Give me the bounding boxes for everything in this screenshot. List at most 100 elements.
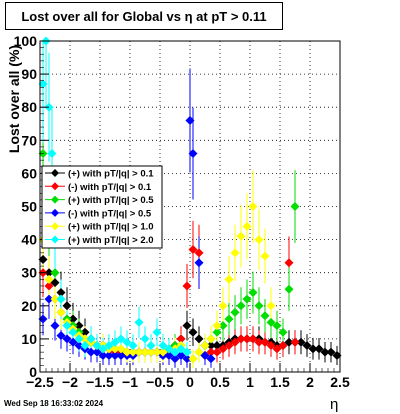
data-point: [236, 334, 246, 344]
data-point: [110, 344, 120, 354]
data-point: [212, 347, 222, 357]
y-axis-label: Lost over all (%): [6, 44, 22, 154]
data-point: [302, 341, 312, 351]
legend-label: (+) with pT/|q| > 1.0: [68, 222, 154, 233]
data-point: [230, 248, 240, 258]
legend-marker: [51, 235, 59, 244]
data-point: [116, 350, 126, 360]
legend-marker: [51, 195, 59, 204]
y-tick-label: 20: [21, 298, 37, 314]
data-point: [236, 301, 246, 311]
data-point: [56, 307, 66, 317]
data-point: [314, 344, 324, 354]
data-point: [218, 321, 228, 331]
data-point: [92, 347, 102, 357]
data-point: [290, 337, 300, 347]
data-point: [152, 327, 162, 337]
data-point: [242, 294, 252, 304]
data-point: [146, 341, 156, 351]
data-point: [308, 344, 318, 354]
data-point: [284, 284, 294, 294]
chart-title: Lost over all for Global vs η at pT > 0.…: [5, 2, 283, 30]
data-point: [134, 347, 144, 357]
x-tick-label: 1.5: [270, 374, 290, 390]
data-point: [44, 274, 54, 284]
x-tick-label: −0.5: [146, 374, 174, 390]
data-point: [218, 344, 228, 354]
data-point: [62, 301, 72, 311]
data-point: [176, 350, 186, 360]
data-point: [200, 350, 210, 360]
data-point: [116, 334, 126, 344]
data-point: [266, 301, 276, 311]
data-point: [116, 344, 126, 354]
legend-label: (+) with pT/|q| > 0.1: [68, 169, 154, 180]
data-point: [86, 334, 96, 344]
data-point: [80, 341, 90, 351]
y-tick-label: 70: [21, 132, 37, 148]
x-tick-label: −1.5: [86, 374, 114, 390]
y-axis-ticks: 0 10 20 30 40 50 60 70 80 90 100: [14, 33, 49, 380]
data-point: [104, 350, 114, 360]
data-point: [200, 341, 210, 351]
data-point: [146, 347, 156, 357]
legend: (+) with pT/|q| > 0.1 (-) with pT/|q| > 0…: [41, 165, 163, 249]
data-point: [320, 347, 330, 357]
data-point: [212, 327, 222, 337]
data-point: [284, 337, 294, 347]
data-point: [188, 354, 198, 364]
data-point: [50, 278, 60, 288]
x-axis-ticks: −2.5 −2 −1.5 −1 −0.5 0 0.5 1 1.5 2 2.5: [26, 363, 350, 390]
data-point: [290, 201, 300, 212]
data-point: [212, 321, 222, 331]
data-point: [278, 327, 288, 337]
legend-marker: [51, 182, 59, 191]
x-tick-label: −1: [122, 374, 138, 390]
data-point: [152, 347, 162, 357]
data-point: [128, 341, 138, 351]
data-point: [50, 294, 60, 304]
legend-label: (+) with pT/|q| > 0.5: [68, 195, 154, 206]
data-point: [266, 341, 276, 351]
data-point: [224, 314, 234, 324]
data-point: [182, 347, 192, 357]
y-tick-label: 80: [21, 99, 37, 115]
data-point: [134, 317, 144, 327]
data-point: [98, 344, 108, 354]
data-point: [170, 354, 180, 364]
data-point: [164, 350, 174, 360]
data-point: [110, 337, 120, 347]
data-point: [260, 251, 270, 261]
data-point: [266, 317, 276, 327]
data-point: [158, 341, 168, 351]
y-tick-label: 50: [21, 199, 37, 215]
data-point: [74, 334, 84, 344]
y-tick-label: 30: [21, 265, 37, 281]
legend-label: (-) with pT/|q| > 0.1: [68, 182, 152, 193]
data-point: [254, 337, 264, 347]
data-point: [194, 334, 204, 344]
data-points: [38, 36, 342, 364]
data-point: [230, 337, 240, 347]
data-point: [128, 347, 138, 357]
data-point: [272, 344, 282, 354]
data-point: [98, 350, 108, 360]
data-point: [188, 149, 198, 159]
x-tick-label: −2: [62, 374, 78, 390]
data-point: [50, 268, 60, 278]
data-point: [44, 294, 54, 304]
data-point: [296, 337, 306, 347]
legend-marker: [51, 169, 59, 177]
data-point: [122, 337, 132, 347]
y-tick-label: 90: [21, 66, 37, 82]
data-point: [56, 331, 66, 341]
data-point: [206, 354, 216, 364]
data-point: [74, 341, 84, 351]
data-point: [182, 281, 192, 291]
data-point: [248, 288, 258, 298]
data-point: [62, 334, 72, 344]
data-point: [158, 347, 168, 357]
data-point: [44, 281, 54, 291]
data-point: [185, 115, 195, 125]
